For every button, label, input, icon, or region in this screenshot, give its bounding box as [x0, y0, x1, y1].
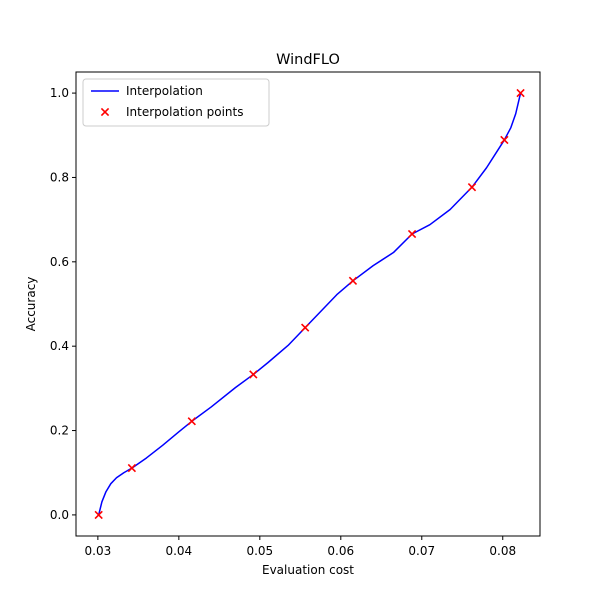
- legend-x-marker: [100, 107, 110, 117]
- legend-label-interpolation: Interpolation: [126, 84, 203, 98]
- legend: Interpolation Interpolation points: [82, 78, 270, 127]
- interpolation-point: [127, 463, 137, 473]
- interpolation-point: [301, 323, 310, 332]
- chart-title: WindFLO: [276, 52, 340, 68]
- interpolation-point: [249, 370, 258, 379]
- y-tick-label: 0.2: [50, 424, 69, 438]
- legend-marker-swatch: [100, 107, 110, 117]
- x-tick-label: 0.03: [85, 544, 112, 558]
- interpolation-point: [500, 135, 509, 145]
- y-axis-label: Accuracy: [24, 277, 38, 332]
- interpolation-point: [407, 229, 417, 239]
- x-tick-label: 0.05: [246, 544, 273, 558]
- interpolation-point: [516, 88, 525, 98]
- interpolation-point: [348, 276, 358, 285]
- interpolation-point: [467, 182, 477, 192]
- x-tick-label: 0.07: [408, 544, 435, 558]
- y-tick-label: 0.0: [50, 508, 69, 522]
- plot-frame: [75, 71, 541, 537]
- interpolation-line: [97, 92, 522, 516]
- y-tick-label: 1.0: [50, 86, 69, 100]
- y-tick-label: 0.4: [50, 339, 69, 353]
- interpolation-point: [94, 510, 103, 520]
- legend-box: [82, 78, 270, 127]
- x-tick-label: 0.04: [165, 544, 192, 558]
- x-axis-label: Evaluation cost: [262, 563, 354, 577]
- x-tick-label: 0.08: [489, 544, 516, 558]
- interpolation-point: [187, 417, 196, 426]
- y-tick-label: 0.6: [50, 255, 69, 269]
- plot-area: [76, 72, 540, 536]
- y-tick-label: 0.8: [50, 170, 69, 184]
- x-tick-label: 0.06: [327, 544, 354, 558]
- legend-label-interpolation-points: Interpolation points: [126, 105, 243, 119]
